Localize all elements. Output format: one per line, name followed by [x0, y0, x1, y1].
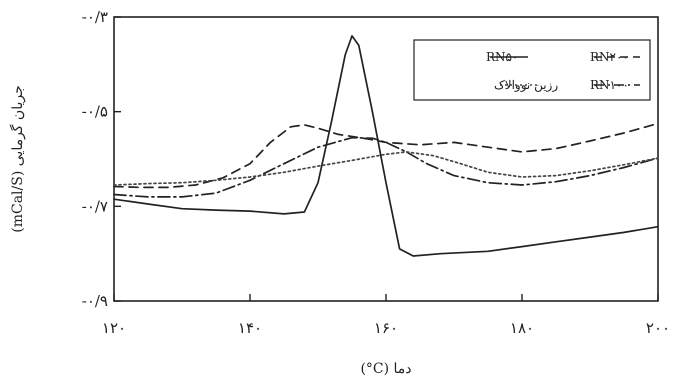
series-line-2 [113, 136, 659, 198]
y-axis-label: جریان گرمایی (mCal/S) [9, 85, 26, 233]
x-tick-label-3: ۱۸۰ [510, 319, 534, 337]
legend-label-rn100: RN۱۰۰ [590, 78, 629, 92]
y-tick-label-3: -۰/۹ [82, 292, 108, 310]
legend: RN۲۰۰ RN۵۰ RN۱۰۰ رزین نووالاک [413, 39, 651, 101]
series-line-1 [113, 122, 659, 189]
series-line-3 [113, 151, 659, 186]
legend-label-novolac: رزین نووالاک [494, 78, 558, 92]
legend-label-rn200: RN۲۰۰ [590, 50, 629, 64]
x-axis-label: دما (C°) [360, 361, 411, 377]
legend-box [413, 39, 651, 101]
x-tick-label-0: ۱۲۰ [102, 319, 126, 337]
y-tick-label-2: -۰/۷ [82, 197, 108, 215]
x-tick-label-2: ۱۶۰ [374, 319, 398, 337]
x-tick-label-4: ۲۰۰ [646, 319, 670, 337]
axis-ticks: ۱۲۰ ۱۴۰ ۱۶۰ ۱۸۰ ۲۰۰ -۰/۳ -۰/۵ -۰/۷ -۰/۹ [82, 8, 670, 337]
series-line-0 [113, 35, 659, 257]
y-tick-label-0: -۰/۳ [82, 8, 108, 26]
y-tick-label-1: -۰/۵ [82, 103, 108, 121]
series-group [113, 35, 659, 257]
legend-label-rn50: RN۵۰ [486, 50, 518, 64]
x-tick-label-1: ۱۴۰ [238, 319, 262, 337]
